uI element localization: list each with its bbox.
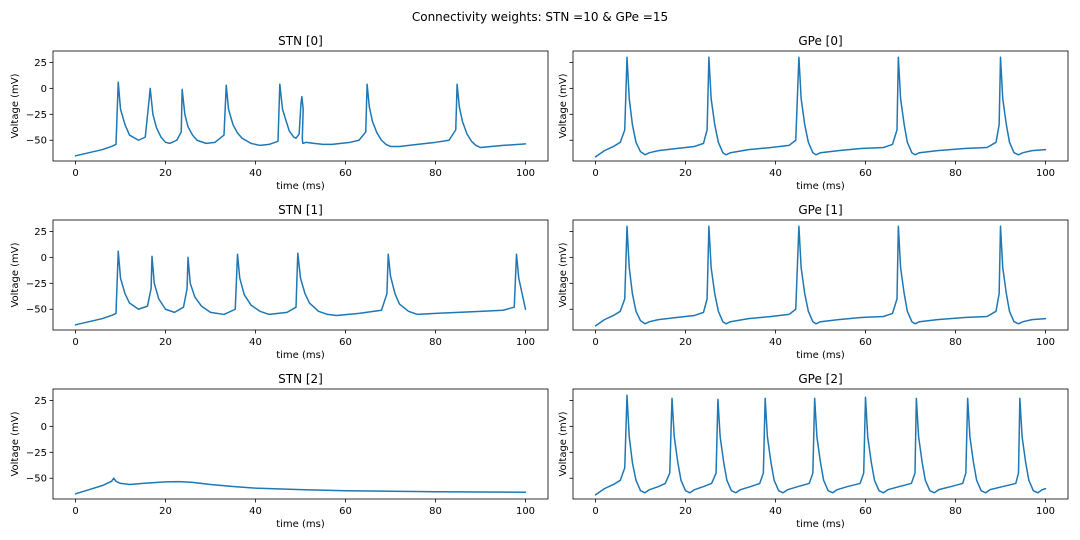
y-axis-label: Voltage (mV) <box>10 411 21 476</box>
subplot-grid: 0 20 40 60 80 100 25 0 −25 −50 STN [0] time (ms) Vol… <box>10 34 1069 530</box>
subplot-title: GPe [2] <box>798 372 842 386</box>
voltage-trace-line <box>594 56 1047 158</box>
x-tick-label: 60 <box>339 168 352 179</box>
x-tick-label: 80 <box>949 168 962 179</box>
y-tick-label: 25 <box>34 227 47 238</box>
subplot-gpe-2: 0 20 40 60 80 100 GPe [2] time (ms) Voltage (mV) <box>558 372 1069 530</box>
y-tick-label: −50 <box>26 305 47 316</box>
x-tick-label: 80 <box>949 337 962 348</box>
x-tick-label: 60 <box>339 337 352 348</box>
x-tick-label: 40 <box>249 168 262 179</box>
y-axis-label: Voltage (mV) <box>558 73 569 138</box>
y-axis-label: Voltage (mV) <box>10 73 21 138</box>
x-tick-label: 80 <box>429 168 442 179</box>
axes-frame <box>52 50 549 162</box>
x-tick-label: 20 <box>679 168 692 179</box>
y-tick-label: −50 <box>26 474 47 485</box>
x-tick-label: 20 <box>679 506 692 517</box>
subplot-title: GPe [1] <box>798 203 842 217</box>
x-axis-label: time (ms) <box>796 519 845 530</box>
voltage-trace-line <box>594 394 1047 496</box>
subplot-gpe-0: 0 20 40 60 80 100 GPe [0] time (ms) Voltage (mV) <box>558 34 1069 192</box>
x-tick-label: 0 <box>592 337 598 348</box>
axes-frame <box>572 50 1069 162</box>
y-tick-label: −25 <box>26 448 47 459</box>
x-tick-label: 0 <box>72 506 78 517</box>
y-tick-label: 0 <box>41 422 47 433</box>
x-tick-label: 40 <box>249 506 262 517</box>
y-tick-label: 0 <box>41 253 47 264</box>
x-axis-label: time (ms) <box>276 350 325 361</box>
x-tick-label: 40 <box>249 337 262 348</box>
y-tick-label: 0 <box>41 84 47 95</box>
x-tick-label: 60 <box>339 506 352 517</box>
x-tick-label: 0 <box>592 168 598 179</box>
x-tick-label: 60 <box>859 168 872 179</box>
axes-frame <box>52 388 549 500</box>
y-tick-label: 25 <box>34 58 47 69</box>
x-axis-label: time (ms) <box>796 181 845 192</box>
x-tick-label: 80 <box>949 506 962 517</box>
voltage-trace-line <box>74 477 527 495</box>
x-tick-label: 100 <box>1036 168 1055 179</box>
y-axis-label: Voltage (mV) <box>558 242 569 307</box>
y-axis-label: Voltage (mV) <box>558 411 569 476</box>
x-tick-label: 20 <box>679 337 692 348</box>
x-tick-label: 100 <box>516 506 535 517</box>
figure-title: Connectivity weights: STN =10 & GPe =15 <box>412 10 668 24</box>
y-axis-label: Voltage (mV) <box>10 242 21 307</box>
y-tick-label: −25 <box>26 279 47 290</box>
x-tick-label: 20 <box>159 506 172 517</box>
subplot-title: STN [0] <box>278 34 323 48</box>
subplot-stn-1: 0 20 40 60 80 100 25 0 −25 −50 STN [1] time (ms) Vol… <box>10 203 549 361</box>
x-tick-label: 20 <box>159 168 172 179</box>
subplot-stn-2: 0 20 40 60 80 100 25 0 −25 −50 STN [2] time (ms) Vol… <box>10 372 549 530</box>
voltage-trace-line <box>594 225 1047 327</box>
axes-frame <box>52 219 549 331</box>
axes-frame <box>572 219 1069 331</box>
x-tick-label: 0 <box>72 337 78 348</box>
x-axis-label: time (ms) <box>276 519 325 530</box>
x-tick-label: 20 <box>159 337 172 348</box>
x-tick-label: 40 <box>769 168 782 179</box>
x-axis-label: time (ms) <box>796 350 845 361</box>
subplot-gpe-1: 0 20 40 60 80 100 GPe [1] time (ms) Voltage (mV) <box>558 203 1069 361</box>
subplot-stn-0: 0 20 40 60 80 100 25 0 −25 −50 STN [0] time (ms) Vol… <box>10 34 549 192</box>
x-tick-label: 40 <box>769 337 782 348</box>
x-axis-label: time (ms) <box>276 181 325 192</box>
x-tick-label: 100 <box>516 168 535 179</box>
axes-frame <box>572 388 1069 500</box>
x-tick-label: 0 <box>592 506 598 517</box>
y-tick-label: 25 <box>34 396 47 407</box>
subplot-title: STN [1] <box>278 203 323 217</box>
x-tick-label: 100 <box>1036 506 1055 517</box>
x-tick-label: 40 <box>769 506 782 517</box>
voltage-trace-line <box>74 81 527 157</box>
x-tick-label: 60 <box>859 506 872 517</box>
voltage-trace-line <box>74 250 527 326</box>
y-tick-label: −25 <box>26 110 47 121</box>
x-tick-label: 80 <box>429 506 442 517</box>
x-tick-label: 0 <box>72 168 78 179</box>
subplot-title: GPe [0] <box>798 34 842 48</box>
x-tick-label: 100 <box>1036 337 1055 348</box>
x-tick-label: 80 <box>429 337 442 348</box>
x-tick-label: 100 <box>516 337 535 348</box>
y-tick-label: −50 <box>26 136 47 147</box>
x-tick-label: 60 <box>859 337 872 348</box>
subplot-title: STN [2] <box>278 372 323 386</box>
